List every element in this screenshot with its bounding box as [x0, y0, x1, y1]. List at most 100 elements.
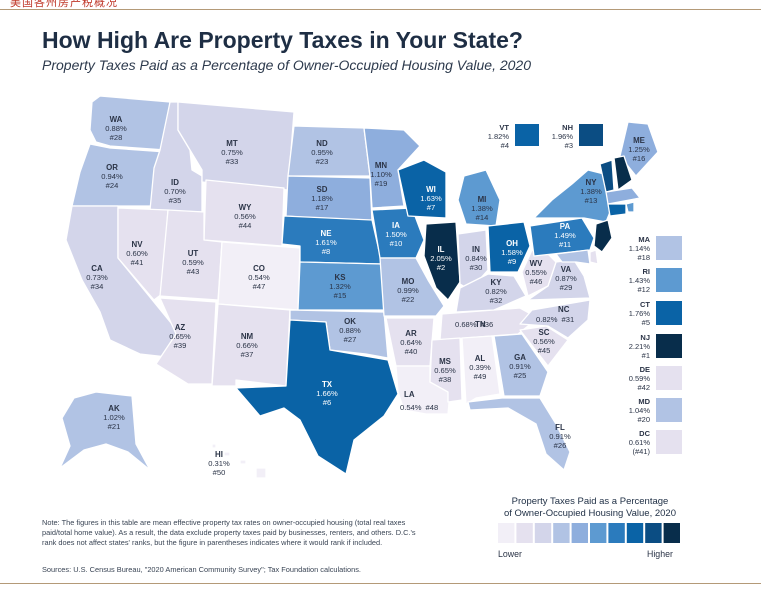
- state-ky: [455, 273, 527, 313]
- label-nd: ND 0.95% #23: [311, 139, 333, 166]
- callout-nh: NH 1.96% #3: [552, 123, 574, 150]
- state-de: [589, 249, 599, 265]
- state-ia: [371, 207, 425, 259]
- callout-vt-swatch: [515, 124, 539, 146]
- state-shapes: [59, 95, 659, 479]
- state-wv: [521, 249, 557, 297]
- label-ne: NE 1.61% #8: [315, 229, 337, 256]
- legend-title-line2: of Owner-Occupied Housing Value, 2020: [504, 508, 676, 519]
- side-ri: RI 1.43% #12: [629, 267, 651, 294]
- label-hi: HI 0.31% #50: [208, 450, 230, 477]
- state-wi: [397, 159, 447, 219]
- state-ms: [429, 337, 463, 403]
- label-ar: AR 0.64% #40: [400, 329, 422, 356]
- state-oh: [487, 221, 531, 273]
- color-scale: [498, 523, 680, 543]
- label-sc: SC 0.56% #45: [533, 328, 555, 355]
- label-nv: NV 0.60% #41: [126, 240, 148, 267]
- legend-title-line1: Property Taxes Paid as a Percentage: [511, 496, 669, 507]
- callout-nh-swatch: [579, 124, 603, 146]
- scale-higher-label: Higher: [647, 549, 673, 559]
- label-az: AZ 0.65% #39: [169, 323, 191, 350]
- clipped-caption: 美国各州房产税概况: [10, 0, 118, 9]
- label-oh: OH 1.58% #9: [501, 239, 523, 266]
- label-pa: PA 1.49% #11: [554, 222, 576, 249]
- label-ut: UT 0.59% #43: [182, 249, 204, 276]
- label-mt: MT 0.75% #33: [221, 139, 243, 166]
- state-il: [423, 221, 461, 301]
- side-ma: MA 1.14% #18: [629, 235, 651, 262]
- label-wa: WA 0.88% #28: [105, 115, 127, 142]
- east-coast-legend: MA 1.14% #18 RI 1.43% #12 CT 1.76% #5 NJ 2.21% #…: [629, 235, 682, 456]
- state-mt: [177, 101, 295, 191]
- state-md: [555, 249, 591, 265]
- label-wy: WY 0.56% #44: [234, 203, 256, 230]
- label-ia: IA 1.50% #10: [385, 221, 407, 248]
- scale-swatch-3: [534, 523, 552, 543]
- label-sd: SD 1.18% #17: [311, 185, 333, 212]
- state-wa: [89, 95, 171, 151]
- sources: Sources: U.S. Census Bureau, "2020 Ameri…: [42, 565, 361, 574]
- state-mo: [379, 257, 445, 317]
- scale-lower-label: Lower: [498, 549, 522, 559]
- label-mn: MN 1.10% #19: [370, 161, 392, 188]
- label-ks: KS 1.32% #15: [329, 273, 351, 300]
- side-de-swatch: [656, 366, 682, 390]
- new-england-callouts: VT 1.82% #4 NH 1.96% #3: [488, 123, 603, 150]
- label-ky: KY 0.82% #32: [485, 278, 507, 305]
- label-ca: CA 0.73% #34: [86, 264, 108, 291]
- state-nv: [117, 207, 169, 301]
- side-ct-swatch: [656, 301, 682, 325]
- callout-vt: VT 1.82% #4: [488, 123, 510, 150]
- label-ga: GA 0.91% #25: [509, 353, 531, 380]
- state-nj: [593, 219, 613, 253]
- state-vt: [599, 159, 615, 193]
- label-al: AL 0.39% #49: [469, 354, 491, 381]
- label-or: OR 0.94% #24: [101, 163, 123, 190]
- state-fl: [467, 397, 571, 471]
- label-ak: AK 1.02% #21: [103, 404, 125, 431]
- state-pa: [529, 217, 595, 257]
- state-tx: [235, 319, 399, 475]
- side-nj-swatch: [656, 334, 682, 358]
- top-rule: [0, 9, 761, 10]
- label-va: VA 0.87% #29: [555, 265, 577, 292]
- side-md-swatch: [656, 398, 682, 422]
- state-mn: [363, 127, 421, 209]
- legend-title: Property Taxes Paid as a Percentage of O…: [495, 496, 685, 520]
- label-il: IL 2.05% #2: [430, 245, 452, 272]
- side-md: MD 1.04% #20: [629, 397, 651, 424]
- label-mo: MO 0.99% #22: [397, 277, 419, 304]
- label-me: ME 1.25% #16: [628, 136, 650, 163]
- label-mi: MI 1.38% #14: [471, 195, 493, 222]
- label-nc: NC 0.82% #31: [536, 305, 574, 324]
- state-tn: [439, 307, 539, 341]
- scale-swatch-7: [608, 523, 625, 543]
- state-al: [461, 335, 501, 405]
- scale-swatch-9: [645, 523, 662, 543]
- label-ok: OK 0.88% #27: [339, 317, 361, 344]
- label-ms: MS 0.65% #38: [434, 357, 456, 384]
- page-title: How High Are Property Taxes in Your Stat…: [42, 27, 523, 53]
- scale-swatch-8: [626, 523, 644, 543]
- side-ri-swatch: [656, 268, 682, 292]
- side-de: DE 0.59% #42: [629, 365, 651, 392]
- state-me: [619, 121, 659, 177]
- state-nh: [613, 155, 633, 191]
- label-la: LA 0.54% #48: [400, 390, 438, 412]
- scale-swatch-4: [553, 523, 570, 543]
- side-ma-swatch: [656, 236, 682, 260]
- side-dc: DC 0.61% (#41): [629, 429, 651, 456]
- label-tn: TN0.68% #36: [455, 320, 493, 329]
- scale-swatch-1: [498, 523, 515, 543]
- label-id: ID 0.70% #35: [164, 178, 186, 205]
- state-labels: WA 0.88% #28 OR 0.94% #24 CA 0.73% #34 ID 0.70%…: [86, 115, 650, 477]
- footnote: Note: The figures in this table are mean…: [42, 518, 416, 547]
- state-nc: [519, 299, 591, 339]
- state-ak: [59, 391, 151, 471]
- label-co: CO 0.54% #47: [248, 264, 270, 291]
- scale-swatch-10: [663, 523, 680, 543]
- label-tx: TX 1.66% #6: [316, 380, 338, 407]
- state-ga: [493, 333, 549, 397]
